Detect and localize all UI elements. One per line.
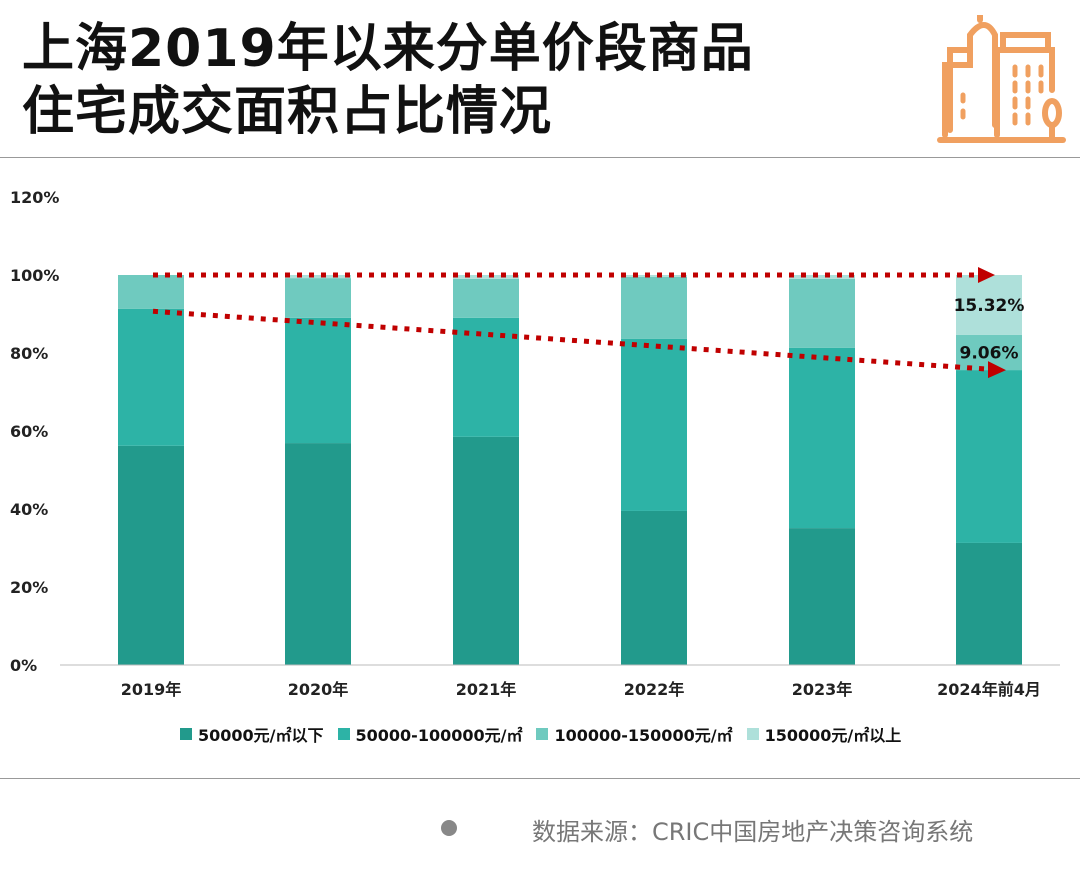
arrowhead xyxy=(978,267,995,283)
y-tick-label: 60% xyxy=(10,422,48,441)
legend-item: 100000-150000元/㎡ xyxy=(536,722,733,746)
bar-segment xyxy=(956,370,1022,543)
x-tick-label: 2021年 xyxy=(456,680,517,699)
chart-title: 上海2019年以来分单价段商品 住宅成交面积占比情况 xyxy=(22,18,754,144)
bar-segment xyxy=(789,278,855,348)
bar-segment xyxy=(285,317,351,444)
bar-segment xyxy=(285,278,351,318)
bar-segment xyxy=(118,275,184,309)
legend-swatch xyxy=(180,728,192,740)
y-tick-label: 80% xyxy=(10,344,48,363)
x-tick-label: 2019年 xyxy=(121,680,182,699)
legend-label: 100000-150000元/㎡ xyxy=(554,726,733,745)
y-tick-label: 120% xyxy=(10,188,59,207)
bar-segment xyxy=(453,278,519,318)
title-line-1: 上海2019年以来分单价段商品 xyxy=(22,19,754,79)
bar-segment xyxy=(453,317,519,437)
bar-segment xyxy=(789,528,855,665)
bar-segment xyxy=(118,308,184,446)
legend-item: 50000-100000元/㎡ xyxy=(337,722,523,746)
data-label: 15.32% xyxy=(954,296,1025,316)
x-tick-label: 2022年 xyxy=(624,680,685,699)
legend-swatch xyxy=(746,728,759,740)
city-buildings-icon xyxy=(937,15,1066,143)
bar-segment xyxy=(956,275,1022,335)
x-tick-label: 2023年 xyxy=(792,680,853,699)
legend-swatch xyxy=(337,728,350,740)
bar-segment xyxy=(621,338,687,511)
bar-segment xyxy=(453,275,519,279)
source-note: 数据来源：CRIC中国房地产决策咨询系统 xyxy=(532,818,974,846)
x-tick-label: 2024年前4月 xyxy=(937,680,1041,699)
legend-label: 150000元/㎡以上 xyxy=(764,726,902,745)
y-tick-label: 40% xyxy=(10,500,48,519)
bar-segment xyxy=(118,445,184,665)
x-tick-label: 2020年 xyxy=(288,680,349,699)
legend-swatch xyxy=(536,728,549,740)
bar-segment xyxy=(285,275,351,279)
bullet-dot xyxy=(441,820,457,836)
legend-item: 150000元/㎡以上 xyxy=(746,722,902,746)
bar-segment xyxy=(789,275,855,279)
title-line-2: 住宅成交面积占比情况 xyxy=(22,82,553,142)
title-divider xyxy=(0,157,1080,158)
bar-segment xyxy=(956,542,1022,665)
y-tick-label: 20% xyxy=(10,578,48,597)
footer-divider xyxy=(0,778,1080,779)
legend-item: 50000元/㎡以下 xyxy=(180,722,324,746)
bar-segment xyxy=(621,275,687,277)
y-tick-label: 100% xyxy=(10,266,59,285)
bar-segment xyxy=(453,436,519,665)
y-tick-label: 0% xyxy=(10,656,37,675)
bar-segment xyxy=(285,443,351,665)
trend-arrow-lower xyxy=(152,308,989,372)
stacked-bar-chart: 0% 20% 40% 60% 80% 100% 120% 2019年 2020年 2021年 202… xyxy=(10,188,1060,699)
legend: 50000元/㎡以下 50000-100000元/㎡ 100000-150000元/… xyxy=(180,722,901,746)
bar-segment xyxy=(621,276,687,339)
bar-segment xyxy=(789,347,855,529)
arrowhead xyxy=(988,361,1006,379)
bar-segment xyxy=(621,510,687,665)
data-label: 9.06% xyxy=(960,343,1019,363)
legend-label: 50000-100000元/㎡ xyxy=(355,726,523,745)
legend-label: 50000元/㎡以下 xyxy=(198,726,324,745)
